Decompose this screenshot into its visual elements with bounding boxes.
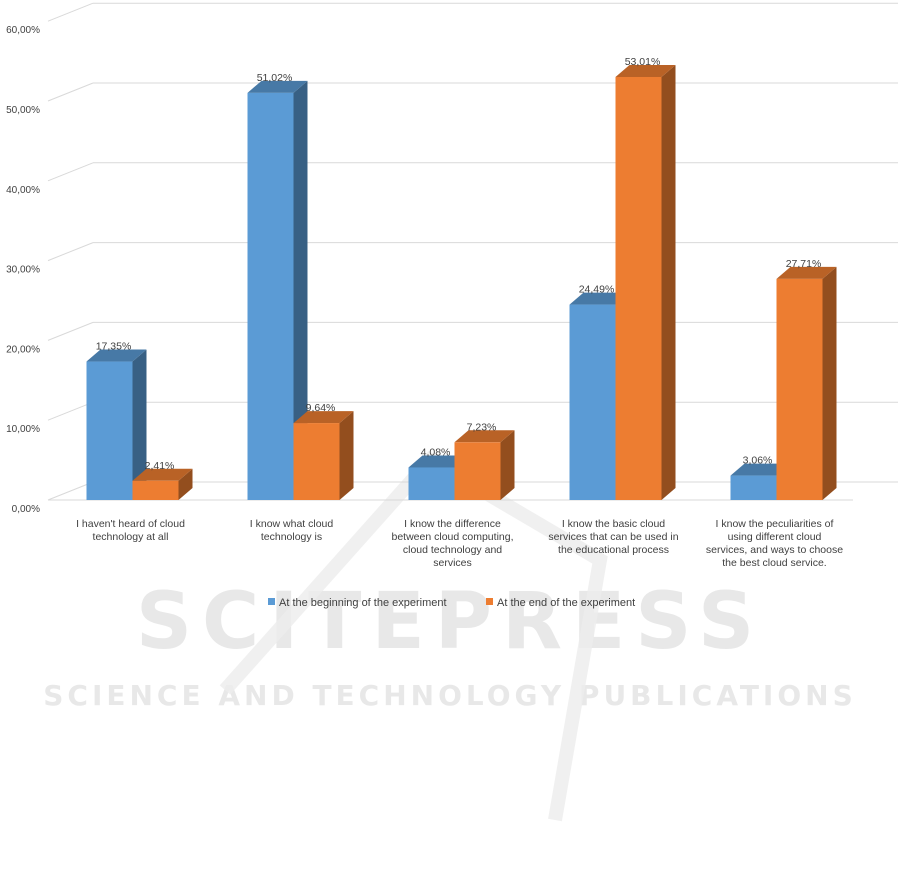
x-tick-label-line: services, and ways to choose [706,544,843,556]
legend-label: At the beginning of the experiment [279,597,447,609]
x-tick-label: I know the basic cloud services that can … [548,518,678,556]
bar-side [661,64,676,501]
x-tick-label-line: the educational process [558,544,669,556]
x-tick-label: I know what cloud technology is [250,518,334,543]
x-tick-label-line: I know the difference [404,518,501,530]
data-label: 7,23% [467,421,497,433]
legend-swatch [268,598,275,605]
watermark-title: SCITEPRESS [136,577,764,667]
gridline-left [47,82,94,102]
bar [293,423,340,500]
bar-top [569,292,630,305]
y-tick-label: 10,00% [6,424,40,435]
bar-side [339,411,354,500]
bar-side [822,266,837,500]
grid [47,2,898,501]
x-tick-label-line: between cloud computing, [392,531,514,543]
gridline-left [47,242,94,262]
bar-top [132,468,193,481]
bar-top [615,64,676,77]
bar-side [500,430,515,500]
y-tick-label: 50,00% [6,105,40,116]
data-label: 4,08% [421,446,451,458]
bar [132,480,179,500]
bar-top [408,455,469,468]
gridline-left [47,481,94,501]
gridline-left [47,401,94,421]
y-tick-label: 20,00% [6,344,40,355]
data-label: 24,49% [579,284,615,296]
bars [86,64,837,501]
watermark-subtitle: SCIENCE AND TECHNOLOGY PUBLICATIONS [43,679,857,712]
y-tick-label: 0,00% [12,504,40,515]
bar-side [132,349,147,500]
bar-top [776,266,837,279]
bar [408,467,455,500]
bar [454,442,501,500]
x-tick-label-line: services [433,557,472,569]
watermark: SCITEPRESS SCIENCE AND TECHNOLOGY PUBLIC… [43,451,857,822]
legend: At the beginning of the experiment At the… [268,597,635,609]
bar-top [454,430,515,443]
bar-top [247,80,308,93]
legend-swatch [486,598,493,605]
data-label: 53,01% [625,56,661,68]
bar-top [730,463,791,476]
legend-label: At the end of the experiment [497,597,635,609]
bar [86,361,133,500]
x-tick-label: I know the difference between cloud compu… [392,518,514,569]
data-label: 51,02% [257,72,293,84]
data-labels: 17,35% 2,41% 51,02% 9,64% 4,08% 7,23% 24,49% 53… [96,56,822,472]
x-tick-label: I haven't heard of cloud technology at al… [76,518,185,543]
x-tick-label-line: services that can be used in [548,531,678,543]
y-tick-label: 60,00% [6,25,40,36]
bar-side [178,468,193,500]
x-tick-label-line: cloud technology and [403,544,502,556]
bar-side [293,80,308,500]
y-tick-label: 30,00% [6,265,40,276]
data-label: 27,71% [786,258,822,270]
y-axis: 0,00% 10,00% 20,00% 30,00% 40,00% 50,00% 60,00… [6,25,40,515]
bar [247,92,294,500]
data-label: 17,35% [96,341,132,353]
bar [615,76,662,501]
data-label: 2,41% [145,460,175,472]
x-tick-label-line: I know the peculiarities of [716,518,834,530]
watermark-swoosh [219,451,608,822]
bar-top [86,349,147,362]
data-label: 9,64% [306,402,336,414]
bar [730,475,777,500]
gridline-left [47,321,94,341]
x-tick-label: I know the peculiarities of using differe… [706,518,843,569]
bar-top [293,411,354,424]
data-label: 3,06% [743,455,773,467]
x-tick-label-line: the best cloud service. [722,557,826,569]
x-tick-label-line: I haven't heard of cloud [76,518,185,530]
bar [569,304,616,500]
x-axis: I haven't heard of cloud technology at al… [76,518,843,569]
x-tick-label-line: I know what cloud [250,518,334,530]
bar [776,278,823,500]
x-tick-label-line: using different cloud [728,531,822,543]
x-tick-label-line: I know the basic cloud [562,518,665,530]
gridline-left [47,2,94,22]
x-tick-label-line: technology is [261,531,322,543]
gridline-left [47,162,94,182]
x-tick-label-line: technology at all [93,531,169,543]
y-tick-label: 40,00% [6,185,40,196]
